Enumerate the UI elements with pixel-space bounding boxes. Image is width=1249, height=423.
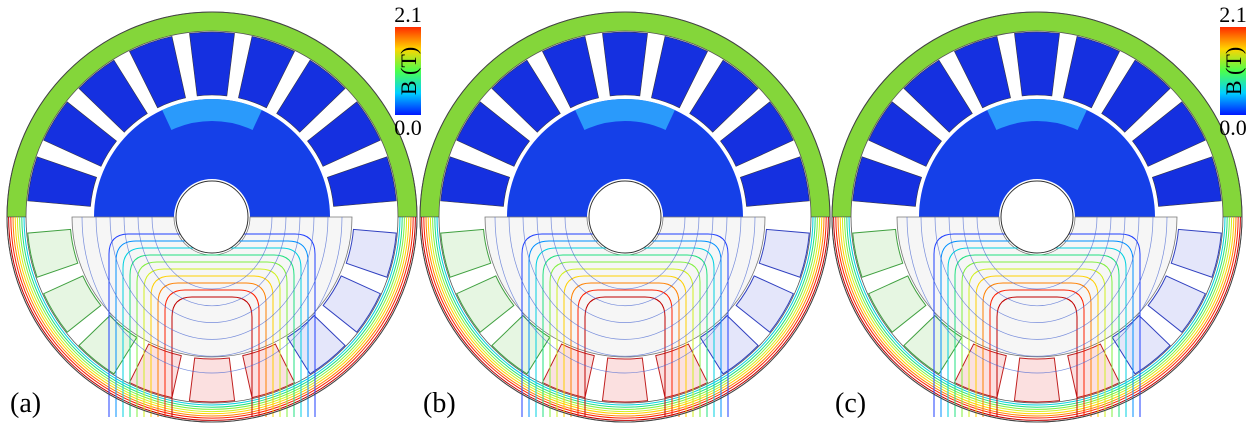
figure: (a) 2.1 0.0 B (T) (b) (c) 2.1 0.0 B (T) bbox=[0, 0, 1249, 423]
stator-slot bbox=[542, 36, 598, 107]
stator-slot-lower bbox=[441, 229, 491, 277]
shaft bbox=[176, 181, 248, 253]
shaft bbox=[589, 181, 661, 253]
stator-slot bbox=[651, 36, 707, 107]
stator-slot bbox=[602, 32, 647, 96]
colorbar-title: B (T) bbox=[396, 47, 421, 95]
stator-slot-lower bbox=[602, 358, 647, 402]
panel-label: (b) bbox=[423, 388, 456, 419]
colorbar-max: 2.1 bbox=[1219, 2, 1247, 27]
colorbar-min: 0.0 bbox=[394, 115, 422, 140]
shaft bbox=[1001, 181, 1073, 253]
colorbar-min: 0.0 bbox=[1219, 115, 1247, 140]
stator-slot bbox=[441, 157, 510, 207]
stator-slot bbox=[1063, 36, 1119, 107]
stator-slot bbox=[28, 157, 97, 207]
stator-slot-lower bbox=[853, 229, 903, 277]
panel-label: (c) bbox=[835, 388, 866, 419]
stator-slot bbox=[1152, 157, 1221, 207]
stator-slot-lower bbox=[759, 229, 809, 277]
stator-slot bbox=[189, 32, 234, 96]
motor-panel: (b) bbox=[420, 12, 830, 422]
stator-slot bbox=[954, 36, 1010, 107]
motor-panel: (c) 2.1 0.0 B (T) bbox=[832, 2, 1247, 422]
panel-label: (a) bbox=[10, 388, 41, 419]
stator-slot bbox=[853, 157, 922, 207]
stator-slot bbox=[327, 157, 396, 207]
stator-slot-lower bbox=[1014, 358, 1059, 402]
stator-slot bbox=[740, 157, 809, 207]
stator-slot-lower bbox=[189, 358, 234, 402]
stator-slot-lower bbox=[346, 229, 396, 277]
stator-slot bbox=[129, 36, 185, 107]
stator-slot-lower bbox=[28, 229, 78, 277]
colorbar-max: 2.1 bbox=[394, 2, 422, 27]
colorbar-title: B (T) bbox=[1221, 47, 1246, 95]
stator-slot bbox=[1014, 32, 1059, 96]
stator-slot bbox=[238, 36, 294, 107]
motor-panel: (a) 2.1 0.0 B (T) bbox=[7, 2, 422, 422]
stator-slot-lower bbox=[1171, 229, 1221, 277]
